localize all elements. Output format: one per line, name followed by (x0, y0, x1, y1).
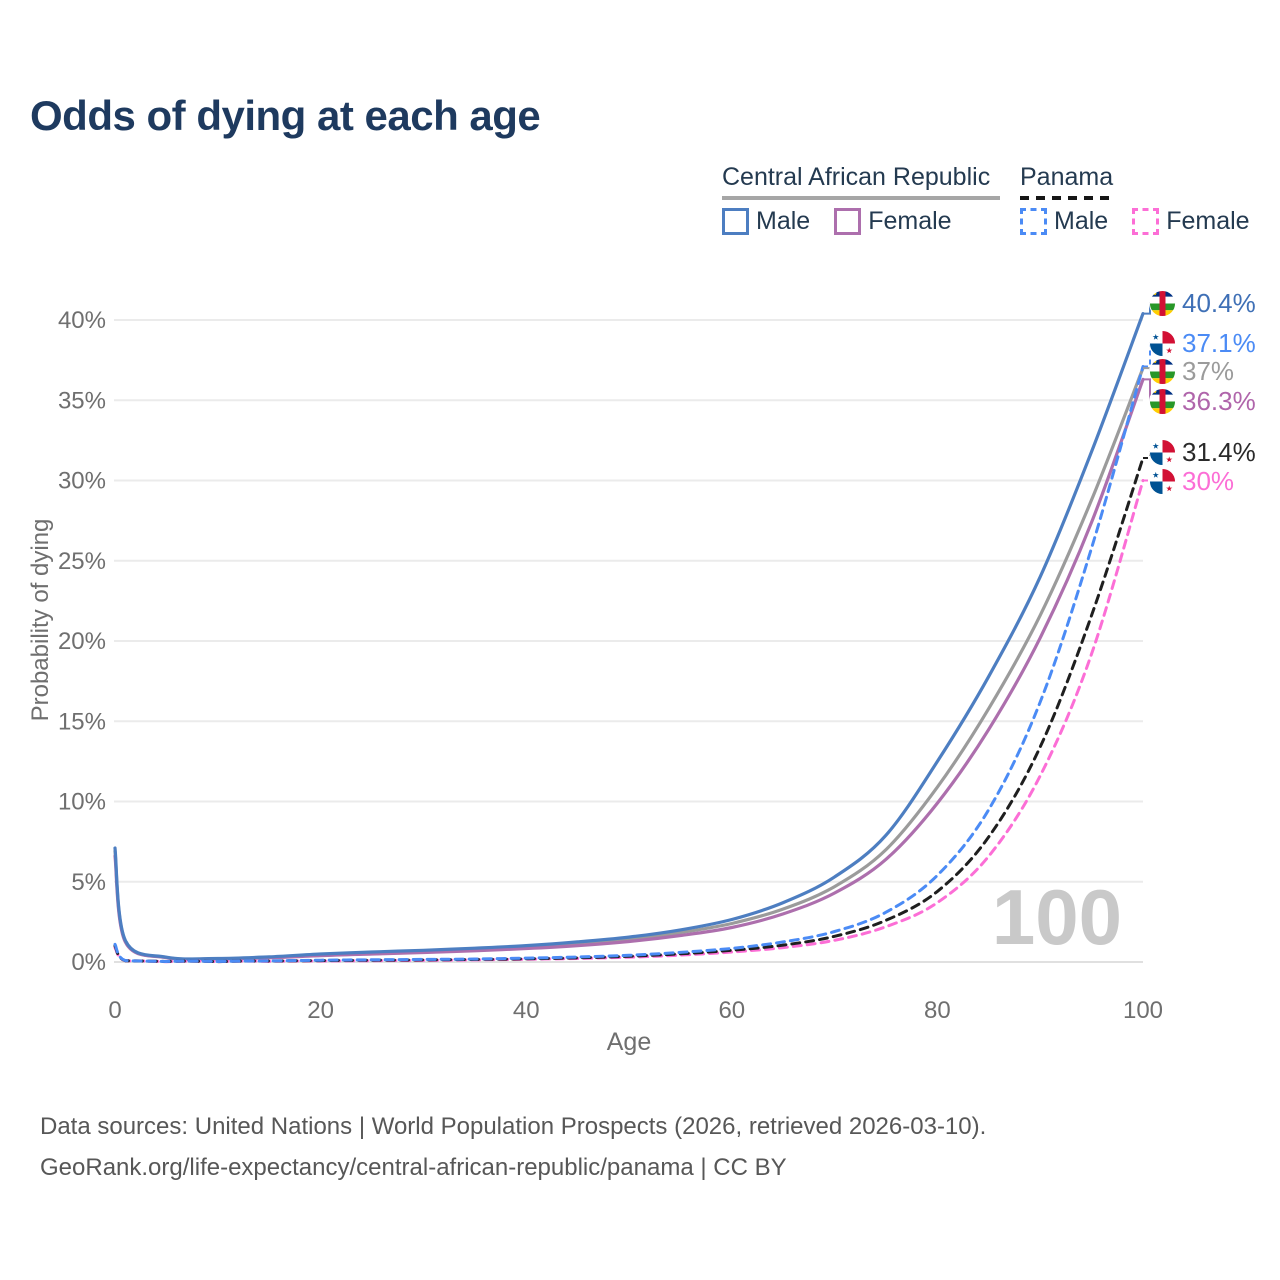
car-female-swatch-icon (834, 208, 862, 235)
end-label-car-male: 40.4% (1149, 288, 1256, 318)
y-tick-label: 20% (58, 628, 106, 655)
end-value: 37% (1182, 355, 1235, 386)
end-label-connector (1143, 342, 1157, 368)
central-african-republic-flag-icon (1149, 290, 1176, 317)
end-value: 37.1% (1182, 327, 1256, 358)
data-source-footer: Data sources: United Nations | World Pop… (40, 1106, 986, 1188)
age-watermark: 100 (992, 873, 1122, 961)
legend-item-car-male[interactable]: Male (722, 207, 810, 236)
car-male-swatch-icon (722, 208, 749, 235)
panama-flag-icon (1149, 439, 1176, 466)
y-tick-label: 30% (58, 468, 106, 495)
legend-item-car-female[interactable]: Female (834, 207, 952, 236)
series-line-central-african-republic-both (113, 366, 1145, 961)
central-african-republic-flag-icon (1149, 388, 1176, 415)
x-tick-label: 60 (718, 997, 745, 1024)
end-label-panama-male: 37.1% (1149, 328, 1256, 358)
footer-attribution-line: GeoRank.org/life-expectancy/central-afri… (40, 1154, 787, 1181)
x-tick-label: 0 (108, 997, 121, 1024)
series-line-panama-male (113, 365, 1145, 963)
y-tick-label: 40% (58, 307, 106, 334)
series-line-central-african-republic-female (113, 377, 1145, 961)
end-label-panama-both: 31.4% (1149, 437, 1256, 467)
x-axis-title: Age (607, 1028, 651, 1056)
footer-sources-line: Data sources: United Nations | World Pop… (40, 1113, 987, 1140)
y-tick-label: 10% (58, 789, 106, 816)
y-tick-label: 35% (58, 387, 106, 414)
legend-item-label: Male (756, 207, 811, 235)
end-value: 36.3% (1182, 385, 1256, 416)
panama-male-swatch-icon (1020, 208, 1047, 235)
y-tick-label: 0% (71, 949, 106, 976)
legend-item-label: Male (1054, 207, 1109, 235)
legend-item-label: Female (1166, 207, 1250, 235)
page-title: Odds of dying at each age (30, 92, 541, 139)
central-african-republic-flag-icon (1149, 358, 1176, 385)
end-label-panama-female: 30% (1149, 466, 1234, 496)
series-line-central-african-republic-male (113, 312, 1145, 961)
x-tick-label: 100 (1123, 997, 1163, 1024)
end-value: 31.4% (1182, 436, 1256, 467)
legend-item-panama-female[interactable]: Female (1132, 207, 1250, 236)
panama-flag-icon (1149, 330, 1176, 357)
x-tick-label: 20 (307, 997, 334, 1024)
legend-item-panama-male[interactable]: Male (1020, 207, 1108, 236)
y-axis-title: Probability of dying (27, 519, 54, 722)
end-label-car-female: 36.3% (1149, 386, 1256, 416)
end-value: 30% (1182, 465, 1235, 496)
y-tick-label: 5% (71, 869, 106, 896)
y-tick-label: 15% (58, 708, 106, 735)
y-tick-label: 25% (58, 548, 106, 575)
x-tick-label: 80 (924, 997, 951, 1024)
panama-flag-icon (1149, 468, 1176, 495)
panama-female-swatch-icon (1132, 208, 1160, 235)
x-tick-label: 40 (513, 997, 540, 1024)
end-value: 40.4% (1182, 287, 1256, 318)
legend-item-label: Female (868, 207, 952, 235)
end-label-car-both: 37% (1149, 356, 1234, 386)
